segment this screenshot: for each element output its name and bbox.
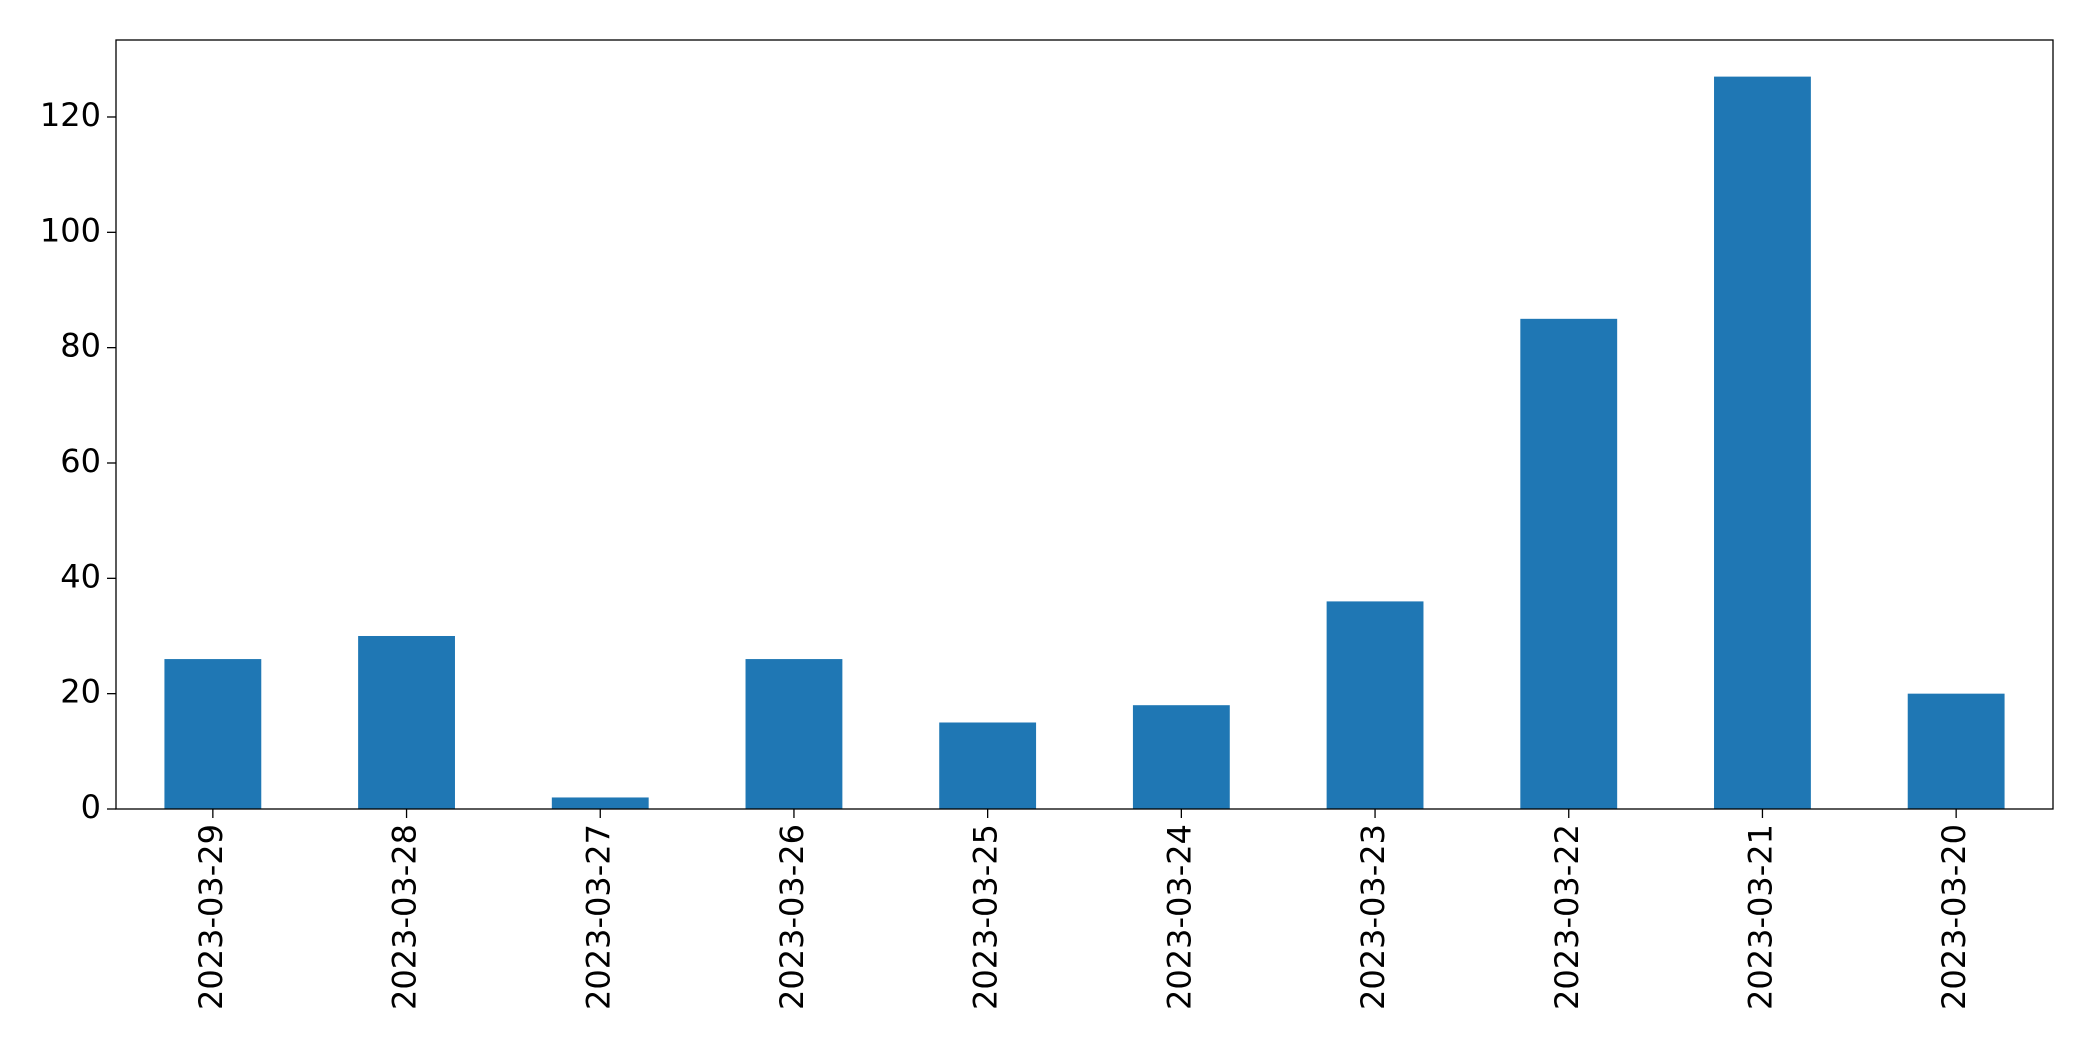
bar xyxy=(939,722,1037,809)
bar xyxy=(551,797,649,809)
x-tick-label: 2023-03-22 xyxy=(1548,824,1586,1010)
x-tick-label: 2023-03-21 xyxy=(1741,824,1779,1010)
x-tick-label: 2023-03-24 xyxy=(1160,824,1198,1010)
y-tick-label: 40 xyxy=(60,557,101,595)
bar xyxy=(164,659,262,809)
x-tick-label: 2023-03-20 xyxy=(1935,824,1973,1010)
bar xyxy=(745,659,843,809)
y-tick-label: 80 xyxy=(60,327,101,365)
bar xyxy=(358,635,455,809)
x-tick-label: 2023-03-25 xyxy=(967,824,1005,1010)
y-tick-label: 60 xyxy=(60,442,101,480)
x-tick-label: 2023-03-26 xyxy=(773,824,811,1010)
y-tick-label: 20 xyxy=(60,673,101,711)
x-tick-label: 2023-03-29 xyxy=(192,824,230,1010)
bar xyxy=(1520,318,1618,809)
bar xyxy=(1714,76,1811,810)
bar xyxy=(1326,601,1424,809)
y-tick-label: 120 xyxy=(40,96,101,134)
y-tick-label: 100 xyxy=(40,211,101,249)
y-tick-label: 0 xyxy=(81,788,101,826)
x-tick-label: 2023-03-23 xyxy=(1354,824,1392,1010)
x-tick-label: 2023-03-28 xyxy=(386,824,424,1010)
bar xyxy=(1907,693,2005,809)
bar xyxy=(1132,705,1230,809)
x-tick-label: 2023-03-27 xyxy=(579,824,617,1010)
plot-frame xyxy=(115,39,2054,810)
